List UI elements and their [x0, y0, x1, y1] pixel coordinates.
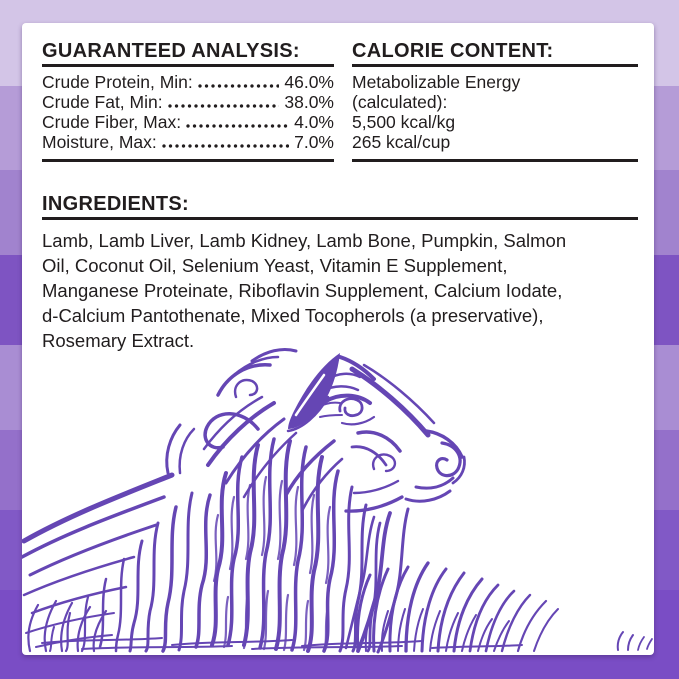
title-underline [42, 64, 334, 67]
guaranteed-analysis-section: GUARANTEED ANALYSIS: Crude Protein, Min:… [42, 39, 334, 162]
calorie-line: 5,500 kcal/kg [352, 112, 456, 132]
analysis-row: Crude Protein, Min: 46.0% [42, 72, 334, 92]
lamb-illustration [22, 347, 653, 654]
analysis-row: Crude Fiber, Max: 4.0% [42, 112, 334, 132]
analysis-row: Moisture, Max: 7.0% [42, 132, 334, 152]
ingredients-title: INGREDIENTS: [42, 193, 189, 215]
calorie-content-title: CALORIE CONTENT: [352, 40, 554, 62]
calorie-content-section: CALORIE CONTENT: Metabolizable Energy (c… [352, 39, 638, 162]
ingredients-line: d-Calcium Pantothenate, Mixed Tocopherol… [42, 305, 544, 326]
dot-leader [186, 123, 290, 129]
analysis-value: 4.0% [294, 112, 334, 132]
ingredients-line: Lamb, Lamb Liver, Lamb Kidney, Lamb Bone… [42, 230, 567, 251]
analysis-calorie-columns: GUARANTEED ANALYSIS: Crude Protein, Min:… [22, 23, 654, 162]
analysis-value: 7.0% [294, 132, 334, 152]
analysis-row: Crude Fat, Min: 38.0% [42, 92, 334, 112]
calorie-line: (calculated): [352, 92, 448, 112]
title-underline [42, 217, 638, 220]
calorie-line: Metabolizable Energy [352, 72, 521, 92]
calorie-line: 265 kcal/cup [352, 132, 451, 152]
ingredients-line: Rosemary Extract. [42, 330, 195, 351]
analysis-label: Crude Protein, Min: [42, 72, 193, 92]
guaranteed-analysis-title: GUARANTEED ANALYSIS: [42, 40, 300, 62]
title-underline [352, 64, 638, 67]
section-bottom-rule [42, 159, 334, 162]
calorie-lines: Metabolizable Energy (calculated): 5,500… [352, 72, 638, 152]
ingredients-section: INGREDIENTS: Lamb, Lamb Liver, Lamb Kidn… [22, 192, 654, 353]
ingredients-line: Manganese Proteinate, Riboflavin Supplem… [42, 280, 563, 301]
ingredients-line: Oil, Coconut Oil, Selenium Yeast, Vitami… [42, 255, 508, 276]
dot-leader [197, 83, 280, 89]
analysis-value: 38.0% [284, 92, 334, 112]
analysis-label: Crude Fiber, Max: [42, 112, 182, 132]
dot-leader [167, 103, 280, 109]
analysis-value: 46.0% [284, 72, 334, 92]
analysis-rows: Crude Protein, Min: 46.0% Crude Fat, Min… [42, 72, 334, 152]
analysis-label: Crude Fat, Min: [42, 92, 163, 112]
analysis-label: Moisture, Max: [42, 132, 157, 152]
label-panel: GUARANTEED ANALYSIS: Crude Protein, Min:… [22, 23, 654, 655]
dot-leader [161, 143, 290, 149]
section-bottom-rule [352, 159, 638, 162]
ingredients-text: Lamb, Lamb Liver, Lamb Kidney, Lamb Bone… [42, 228, 638, 353]
